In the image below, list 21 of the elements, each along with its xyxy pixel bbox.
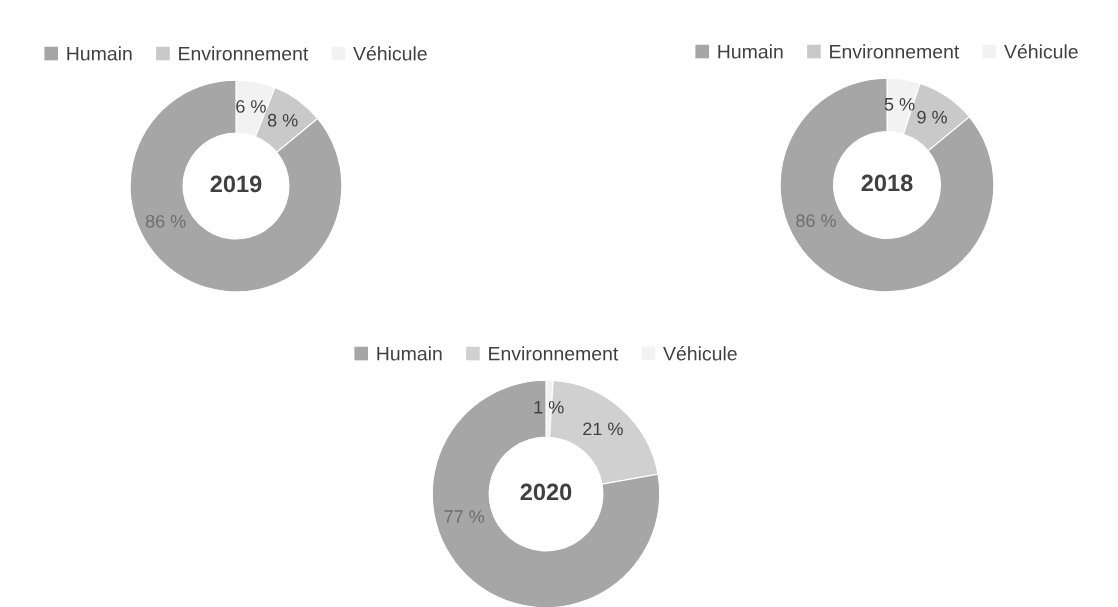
legend-label: Humain bbox=[718, 44, 783, 59]
data-label: 77 % bbox=[444, 510, 485, 523]
legend-label: Humain bbox=[67, 46, 132, 61]
legend-label: Véhicule bbox=[1004, 44, 1078, 59]
text: 2020 bbox=[520, 483, 572, 501]
data-label: 6 % bbox=[236, 100, 266, 113]
data-label: 8 % bbox=[267, 113, 298, 127]
data-label: 21 % bbox=[583, 422, 623, 436]
data-label: 86 % bbox=[796, 214, 836, 228]
legend-label: Environnement bbox=[179, 46, 309, 61]
legend-label: Véhicule bbox=[353, 46, 427, 61]
legend-label: Humain bbox=[377, 346, 442, 361]
legend-label: Véhicule bbox=[663, 346, 737, 361]
data-label: 1 % bbox=[534, 400, 564, 414]
text: 2018 bbox=[861, 174, 913, 192]
data-label: 86 % bbox=[145, 214, 186, 228]
text: 2019 bbox=[210, 175, 262, 193]
data-label: 5 % bbox=[884, 97, 915, 111]
legend-label: Environnement bbox=[489, 346, 619, 361]
data-label: 9 % bbox=[917, 110, 947, 124]
legend-label: Environnement bbox=[830, 44, 960, 59]
